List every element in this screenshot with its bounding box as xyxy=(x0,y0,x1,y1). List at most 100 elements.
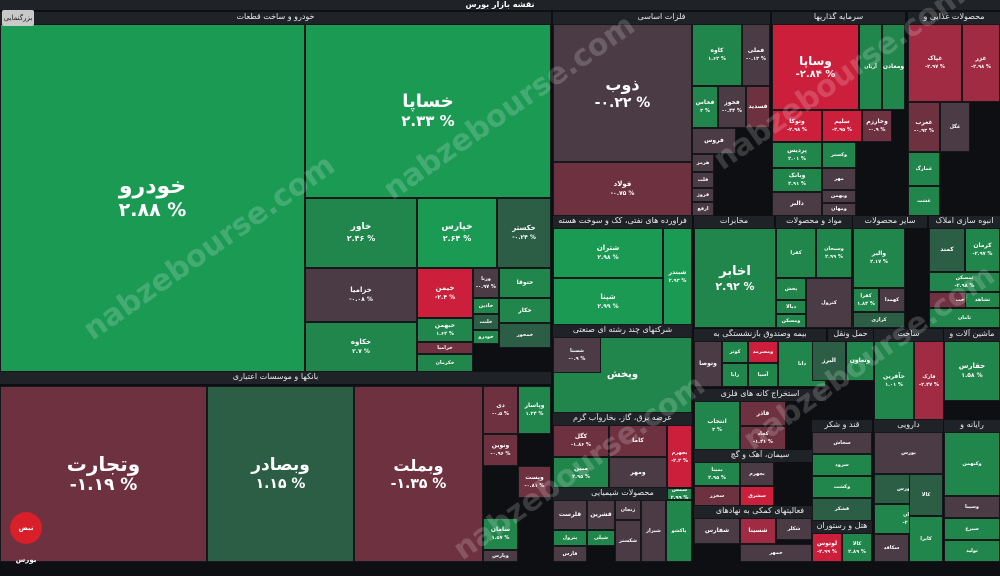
sector-header[interactable]: فلزات اساسی xyxy=(553,12,770,24)
stock-tile[interactable]: فخوز -۰.۴۴ % xyxy=(718,86,746,128)
stock-tile[interactable]: سلیم -۲.۹۵ % xyxy=(822,110,862,142)
stock-tile[interactable]: ارفع xyxy=(692,202,714,216)
stock-tile[interactable]: کاوه ۱.۶۲ % xyxy=(692,24,742,86)
stock-tile[interactable]: وسبحان ۲.۹۹ % xyxy=(816,228,852,278)
stock-tile[interactable]: فخاس ۳ % xyxy=(692,86,718,128)
stock-tile[interactable]: خپارس ۲.۶۴ % xyxy=(417,198,497,268)
stock-tile[interactable]: قلرست xyxy=(553,500,587,530)
stock-tile[interactable]: شپلی xyxy=(587,530,615,546)
stock-tile[interactable]: کفرا ۱.۸۴ % xyxy=(853,288,879,312)
stock-tile[interactable]: خمهر xyxy=(740,544,812,562)
stock-tile[interactable]: کوثر xyxy=(722,341,748,363)
zoom-button[interactable]: بزرگنمایی xyxy=(2,10,34,26)
stock-tile[interactable]: وکبهمن xyxy=(944,432,1000,496)
sector-header[interactable]: حمل ونقل xyxy=(828,329,873,341)
stock-tile[interactable]: سخزر xyxy=(694,486,740,506)
sector-header[interactable]: مواد و محصولات xyxy=(776,216,852,228)
stock-tile[interactable]: انتخاب ۳ % xyxy=(694,401,740,450)
stock-tile[interactable]: وپست -۰.۸۱ % xyxy=(518,466,551,498)
stock-tile[interactable]: آریان xyxy=(859,24,882,110)
stock-tile[interactable]: فملی -۰.۱۳ % xyxy=(742,24,770,86)
sector-header[interactable]: سیمان، آهک و گچ xyxy=(694,450,826,462)
stock-tile[interactable]: حفارس ۱.۵۸ % xyxy=(944,341,1000,401)
sector-header[interactable]: سرمایه گذاریها xyxy=(772,12,905,24)
stock-tile[interactable]: رایا xyxy=(722,363,748,387)
stock-tile[interactable]: کترول xyxy=(806,278,852,328)
stock-tile[interactable]: کایرا xyxy=(909,516,943,562)
sector-header[interactable]: انبوه سازی املاک xyxy=(929,216,1000,228)
stock-tile[interactable]: شستا -۰.۹ % xyxy=(553,337,601,373)
stock-tile[interactable]: خکستر -۰.۲۴ % xyxy=(497,198,551,268)
stock-tile[interactable]: لوتوس -۲.۹۹ % xyxy=(812,533,842,562)
stock-tile[interactable]: سیرغ xyxy=(944,518,1000,540)
stock-tile[interactable]: وتوصا xyxy=(694,341,722,387)
stock-tile[interactable]: ذوب -۰.۲۲ % xyxy=(553,24,692,162)
stock-tile[interactable]: کرازی xyxy=(853,312,905,328)
sector-header[interactable]: محصولات شیمیایی xyxy=(553,488,692,500)
stock-tile[interactable]: خساپا ۲.۳۳ % xyxy=(305,24,551,198)
stock-tile[interactable]: خلنت xyxy=(473,314,499,330)
stock-tile[interactable]: سخاش xyxy=(812,432,872,454)
sector-header[interactable]: رایانه و xyxy=(944,420,1000,432)
stock-tile[interactable]: مبین ۲.۹۵ % xyxy=(553,457,609,488)
stock-tile[interactable]: وپخش xyxy=(553,337,692,413)
stock-tile[interactable]: کمند xyxy=(929,228,965,272)
stock-tile[interactable]: ثشاهد xyxy=(965,292,1000,308)
stock-tile[interactable]: غگل xyxy=(940,102,970,152)
stock-tile[interactable]: زنجان xyxy=(615,500,641,520)
stock-tile[interactable]: ومهان xyxy=(822,203,856,216)
sector-header[interactable]: ماشین آلات و xyxy=(944,329,1000,341)
stock-tile[interactable]: بجهرم xyxy=(740,462,774,486)
stock-tile[interactable]: غمارگ xyxy=(908,152,940,186)
stock-tile[interactable]: کالا xyxy=(909,474,943,516)
stock-tile[interactable]: دی -۰.۵ % xyxy=(483,386,518,434)
stock-tile[interactable]: وتعاون xyxy=(846,341,874,381)
stock-tile[interactable]: سشرق xyxy=(740,486,774,506)
stock-tile[interactable]: شپنا ۲.۹۹ % xyxy=(553,278,663,325)
stock-tile[interactable]: کچاد -۱.۴۱ % xyxy=(740,426,786,450)
stock-tile[interactable]: البرز xyxy=(812,341,846,381)
stock-tile[interactable]: ورنا -۰.۹۷ % xyxy=(473,268,499,298)
stock-tile[interactable]: وبملت -۱.۳۵ % xyxy=(354,386,483,562)
stock-tile[interactable]: وبهمن xyxy=(822,190,856,203)
stock-tile[interactable]: سرود xyxy=(812,454,872,476)
stock-tile[interactable]: ثمسکن -۲.۹۸ % xyxy=(929,272,1000,292)
stock-tile[interactable]: کالا ۲.۸۹ % xyxy=(842,533,872,562)
stock-tile[interactable]: خودرو ۲.۸۸ % xyxy=(0,24,305,372)
stock-tile[interactable]: قشکر xyxy=(812,498,872,521)
stock-tile[interactable]: مهر xyxy=(822,168,856,190)
stock-tile[interactable]: دالبر xyxy=(772,192,822,216)
sector-header[interactable]: خودرو و ساخت قطعات xyxy=(0,12,551,24)
stock-tile[interactable]: وپاسار ۱.۲۴ % xyxy=(518,386,551,434)
stock-tile[interactable]: خیمن -۲.۴ % xyxy=(417,268,473,318)
stock-tile[interactable]: بجهرم -۲.۲ % xyxy=(667,425,692,488)
stock-tile[interactable]: خزامیا -۰.۰۸ % xyxy=(305,268,417,322)
stock-tile[interactable]: کهمدا xyxy=(879,288,905,312)
stock-tile[interactable]: وسینا xyxy=(944,496,1000,518)
sector-header[interactable]: فراورده های نفتی، کک و سوخت هسته xyxy=(553,216,692,228)
stock-tile[interactable]: پترول xyxy=(553,530,587,546)
stock-tile[interactable]: سکافد xyxy=(874,534,909,562)
stock-tile[interactable]: کگل -۱.۸۶ % xyxy=(553,425,609,457)
stock-tile[interactable]: شکستر xyxy=(615,520,641,562)
stock-tile[interactable]: شتران ۲.۹۸ % xyxy=(553,228,663,278)
stock-tile[interactable]: ومعادن xyxy=(882,24,905,110)
sector-header[interactable]: ساخت xyxy=(874,329,943,341)
stock-tile[interactable]: خبهمن ۱.۶۲ % xyxy=(417,318,473,342)
stock-tile[interactable]: وکشت xyxy=(812,476,872,498)
stock-tile[interactable]: شکلر xyxy=(776,518,812,540)
stock-tile[interactable]: وبانک ۲.۹۱ % xyxy=(772,168,822,192)
stock-tile[interactable]: فسدید xyxy=(746,86,770,128)
stock-tile[interactable]: آسیا xyxy=(748,363,778,387)
stock-tile[interactable]: غزر -۲.۹۸ % xyxy=(962,24,1000,102)
stock-tile[interactable]: ومهر xyxy=(609,457,667,488)
stock-tile[interactable]: شسینا xyxy=(740,518,776,544)
stock-tile[interactable]: پخش xyxy=(776,278,806,300)
stock-tile[interactable]: ومسکن xyxy=(776,314,806,328)
stock-tile[interactable]: شبندر ۲.۹۳ % xyxy=(663,228,692,325)
sector-header[interactable]: مخابرات xyxy=(694,216,774,228)
stock-tile[interactable]: وکستر xyxy=(822,142,856,168)
stock-tile[interactable]: خودرو xyxy=(473,330,499,344)
stock-tile[interactable]: غپاک -۲.۹۷ % xyxy=(908,24,962,102)
sector-header[interactable]: استخراج کانه های فلزی xyxy=(694,389,826,401)
